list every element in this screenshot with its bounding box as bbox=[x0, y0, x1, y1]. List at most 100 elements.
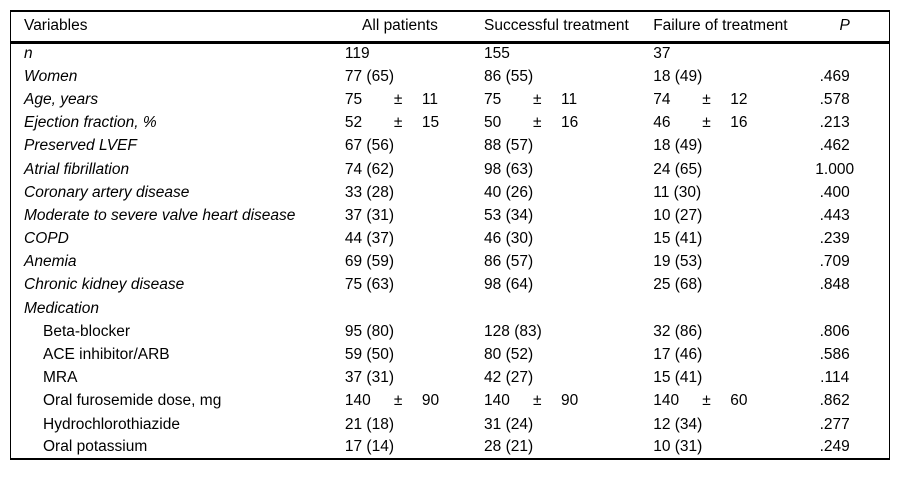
row-label: Hydrochlorothiazide bbox=[43, 415, 180, 433]
mean-value: 75 bbox=[484, 90, 502, 108]
sd-value: 11 bbox=[421, 90, 438, 108]
value-cell: 25 (68) bbox=[653, 276, 703, 294]
table-row: Moderate to severe valve heart disease 37… bbox=[11, 204, 890, 227]
value-cell: 24 (65) bbox=[653, 160, 703, 178]
value-cell: 18 (49) bbox=[653, 137, 703, 155]
p-value-cell: .443 bbox=[819, 206, 850, 224]
sd-value: 15 bbox=[421, 114, 440, 132]
column-header-successful-treatment: Successful treatment bbox=[484, 11, 654, 44]
value-cell: 59 (50) bbox=[344, 346, 394, 364]
row-label: Age, years bbox=[24, 90, 99, 108]
value-cell: 88 (57) bbox=[484, 137, 534, 155]
p-value-cell: .586 bbox=[819, 346, 850, 364]
mean-sd-cell: 46 ±16 bbox=[653, 112, 800, 135]
value-cell: 15 (41) bbox=[653, 369, 703, 387]
plus-minus-sign: ± bbox=[393, 114, 403, 132]
empty-cell bbox=[484, 297, 653, 320]
p-value-cell: .114 bbox=[820, 369, 850, 387]
plus-minus-sign: ± bbox=[702, 114, 711, 132]
p-value-cell: .249 bbox=[819, 438, 850, 456]
table-row: Hydrochlorothiazide 21 (18) 31 (24) 12 (34)… bbox=[11, 413, 890, 436]
sd-value: 90 bbox=[421, 392, 440, 410]
table-row: Atrial fibrillation 74 (62) 98 (63) 24 (65)… bbox=[11, 158, 890, 181]
column-header-p-value: P bbox=[800, 11, 890, 44]
p-value-cell: .277 bbox=[819, 415, 850, 433]
value-cell: 128 (83) bbox=[484, 322, 542, 340]
value-cell: 40 (26) bbox=[484, 183, 534, 201]
table-row: n 119 155 37 bbox=[11, 42, 890, 65]
value-cell: 28 (21) bbox=[484, 438, 534, 456]
value-cell: 98 (63) bbox=[484, 160, 534, 178]
mean-value: 50 bbox=[484, 114, 502, 132]
header-row: Variables All patients Successful treatm… bbox=[10, 11, 890, 44]
row-label: Women bbox=[24, 67, 78, 85]
mean-value: 52 bbox=[344, 114, 363, 132]
row-label: MRA bbox=[43, 369, 78, 387]
row-label: Coronary artery disease bbox=[24, 183, 190, 201]
empty-cell bbox=[653, 297, 800, 320]
value-cell: 119 bbox=[344, 45, 370, 63]
table-body: n 119 155 37 Women 77 (65) 86 (55) 18 (49) .469 A… bbox=[11, 42, 890, 459]
mean-sd-cell: 75 ±11 bbox=[484, 88, 653, 111]
value-cell: 37 (31) bbox=[344, 206, 394, 224]
value-cell: 80 (52) bbox=[484, 346, 534, 364]
row-label: n bbox=[24, 45, 33, 63]
value-cell: 42 (27) bbox=[484, 369, 534, 387]
row-label: Ejection fraction, % bbox=[24, 114, 157, 132]
value-cell: 98 (64) bbox=[484, 276, 534, 294]
p-value-cell: .239 bbox=[819, 230, 850, 248]
column-header-all-patients: All patients bbox=[344, 11, 485, 44]
plus-minus-sign: ± bbox=[702, 90, 711, 108]
value-cell: 12 (34) bbox=[653, 415, 703, 433]
sd-value: 60 bbox=[730, 392, 748, 410]
plus-minus-sign: ± bbox=[533, 90, 542, 108]
table-row: Medication bbox=[11, 297, 890, 320]
value-cell: 86 (55) bbox=[484, 67, 534, 85]
table-row: Oral potassium 17 (14) 28 (21) 10 (31) .249 bbox=[11, 436, 890, 459]
table-row: Ejection fraction, % 52 ±15 50 ±16 46 ±16 .213 bbox=[11, 112, 890, 135]
p-value-cell: .469 bbox=[819, 67, 850, 85]
row-label: Anemia bbox=[24, 253, 77, 271]
mean-sd-cell: 140 ±90 bbox=[345, 390, 484, 413]
value-cell: 18 (49) bbox=[653, 67, 703, 85]
empty-cell bbox=[800, 297, 889, 320]
row-label: Medication bbox=[24, 299, 99, 317]
table-row: Coronary artery disease 33 (28) 40 (26) 11 … bbox=[11, 181, 890, 204]
table-row: Preserved LVEF 67 (56) 88 (57) 18 (49) .462 bbox=[11, 135, 890, 158]
mean-value: 75 bbox=[344, 90, 363, 108]
value-cell: 75 (63) bbox=[344, 276, 394, 294]
value-cell: 17 (46) bbox=[653, 346, 703, 364]
value-cell: 33 (28) bbox=[344, 183, 394, 201]
row-label: ACE inhibitor/ARB bbox=[43, 346, 170, 364]
value-cell: 10 (27) bbox=[653, 206, 703, 224]
row-label: Beta-blocker bbox=[43, 322, 131, 340]
value-cell: 11 (30) bbox=[653, 183, 702, 201]
table-row: Chronic kidney disease 75 (63) 98 (64) 25 (… bbox=[11, 274, 890, 297]
mean-sd-cell: 52 ±15 bbox=[345, 112, 484, 135]
table-row: Oral furosemide dose, mg 140 ±90 140 ±90 140 ±… bbox=[11, 390, 890, 413]
table-row: Beta-blocker 95 (80) 128 (83) 32 (86) .806 bbox=[11, 320, 890, 343]
empty-cell bbox=[800, 42, 889, 65]
mean-value: 74 bbox=[653, 90, 671, 108]
value-cell: 15 (41) bbox=[653, 230, 703, 248]
plus-minus-sign: ± bbox=[702, 392, 711, 410]
mean-value: 140 bbox=[484, 392, 510, 410]
table-row: Anemia 69 (59) 86 (57) 19 (53) .709 bbox=[11, 251, 890, 274]
value-cell: 77 (65) bbox=[344, 67, 394, 85]
table-row: Age, years 75 ±11 75 ±11 74 ±12 .578 bbox=[11, 88, 890, 111]
sd-value: 11 bbox=[561, 90, 578, 108]
sd-value: 16 bbox=[730, 114, 748, 132]
value-cell: 53 (34) bbox=[484, 206, 534, 224]
value-cell: 74 (62) bbox=[344, 160, 394, 178]
value-cell: 86 (57) bbox=[484, 253, 534, 271]
value-cell: 44 (37) bbox=[344, 230, 394, 248]
mean-sd-cell: 75 ±11 bbox=[345, 88, 484, 111]
value-cell: 67 (56) bbox=[344, 137, 394, 155]
plus-minus-sign: ± bbox=[393, 90, 403, 108]
row-label: Oral potassium bbox=[43, 438, 148, 456]
value-cell: 31 (24) bbox=[484, 415, 534, 433]
table-row: COPD 44 (37) 46 (30) 15 (41) .239 bbox=[11, 228, 890, 251]
p-value-cell: .400 bbox=[819, 183, 850, 201]
value-cell: 69 (59) bbox=[344, 253, 394, 271]
